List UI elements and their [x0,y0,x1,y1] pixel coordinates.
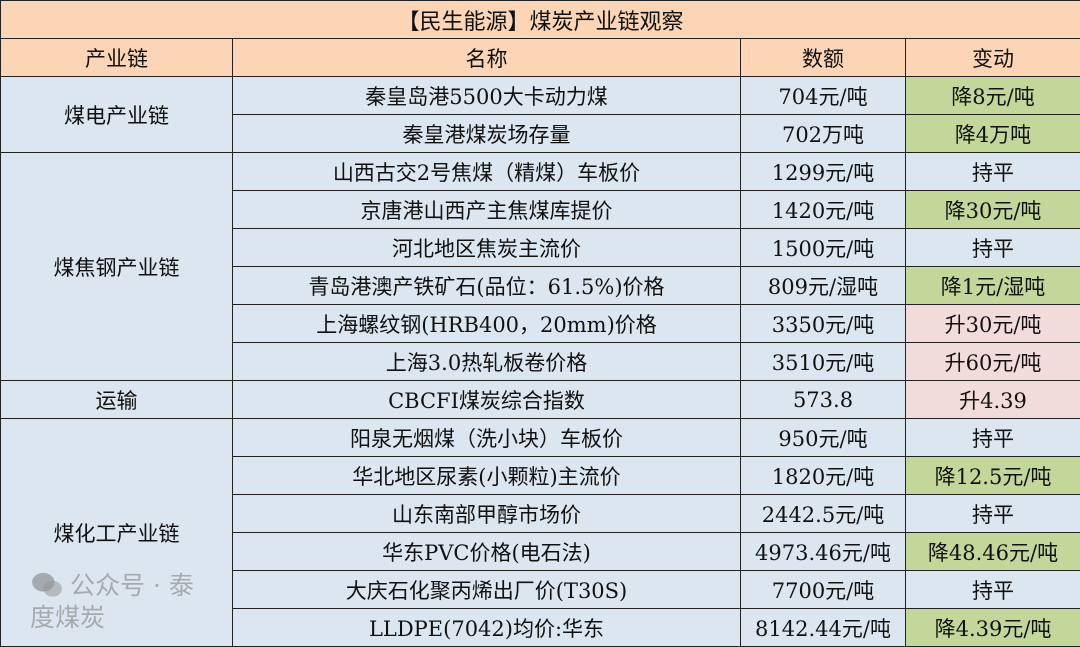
name-cell: 阳泉无烟煤（洗小块）车板价 [233,419,741,457]
name-cell: LLDPE(7042)均价:华东 [233,609,741,647]
change-cell: 持平 [906,495,1080,533]
value-cell: 3350元/吨 [741,305,906,343]
value-cell: 1420元/吨 [741,191,906,229]
name-cell: 青岛港澳产铁矿石(品位：61.5%)价格 [233,267,741,305]
value-cell: 1299元/吨 [741,153,906,191]
change-cell: 降4万吨 [906,115,1080,153]
name-cell: CBCFI煤炭综合指数 [233,381,741,419]
header-change: 变动 [906,39,1080,77]
value-cell: 1500元/吨 [741,229,906,267]
header-chain: 产业链 [1,39,233,77]
name-cell: 秦皇岛港5500大卡动力煤 [233,77,741,115]
change-cell: 降1元/湿吨 [906,267,1080,305]
name-cell: 河北地区焦炭主流价 [233,229,741,267]
change-cell: 持平 [906,419,1080,457]
name-cell: 大庆石化聚丙烯出厂价(T30S) [233,571,741,609]
value-cell: 573.8 [741,381,906,419]
table-title: 【民生能源】煤炭产业链观察 [1,1,1080,39]
change-cell: 升60元/吨 [906,343,1080,381]
change-cell: 降48.46元/吨 [906,533,1080,571]
header-name: 名称 [233,39,741,77]
change-cell: 持平 [906,229,1080,267]
value-cell: 950元/吨 [741,419,906,457]
chain-cell: 运输 [1,381,233,419]
change-cell: 升4.39 [906,381,1080,419]
value-cell: 2442.5元/吨 [741,495,906,533]
change-cell: 升30元/吨 [906,305,1080,343]
change-cell: 降4.39元/吨 [906,609,1080,647]
name-cell: 上海3.0热轧板卷价格 [233,343,741,381]
value-cell: 1820元/吨 [741,457,906,495]
change-cell: 降12.5元/吨 [906,457,1080,495]
change-cell: 持平 [906,153,1080,191]
change-cell: 降8元/吨 [906,77,1080,115]
name-cell: 山西古交2号焦煤（精煤）车板价 [233,153,741,191]
value-cell: 7700元/吨 [741,571,906,609]
value-cell: 704元/吨 [741,77,906,115]
chain-cell: 煤化工产业链 [1,419,233,647]
header-value: 数额 [741,39,906,77]
name-cell: 上海螺纹钢(HRB400，20mm)价格 [233,305,741,343]
name-cell: 京唐港山西产主焦煤库提价 [233,191,741,229]
name-cell: 山东南部甲醇市场价 [233,495,741,533]
value-cell: 702万吨 [741,115,906,153]
change-cell: 持平 [906,571,1080,609]
header-row: 产业链 名称 数额 变动 [1,39,1080,77]
name-cell: 华北地区尿素(小颗粒)主流价 [233,457,741,495]
value-cell: 4973.46元/吨 [741,533,906,571]
chain-cell: 煤焦钢产业链 [1,153,233,381]
change-cell: 降30元/吨 [906,191,1080,229]
name-cell: 秦皇港煤炭场存量 [233,115,741,153]
chain-cell: 煤电产业链 [1,77,233,153]
name-cell: 华东PVC价格(电石法) [233,533,741,571]
value-cell: 3510元/吨 [741,343,906,381]
value-cell: 8142.44元/吨 [741,609,906,647]
value-cell: 809元/湿吨 [741,267,906,305]
